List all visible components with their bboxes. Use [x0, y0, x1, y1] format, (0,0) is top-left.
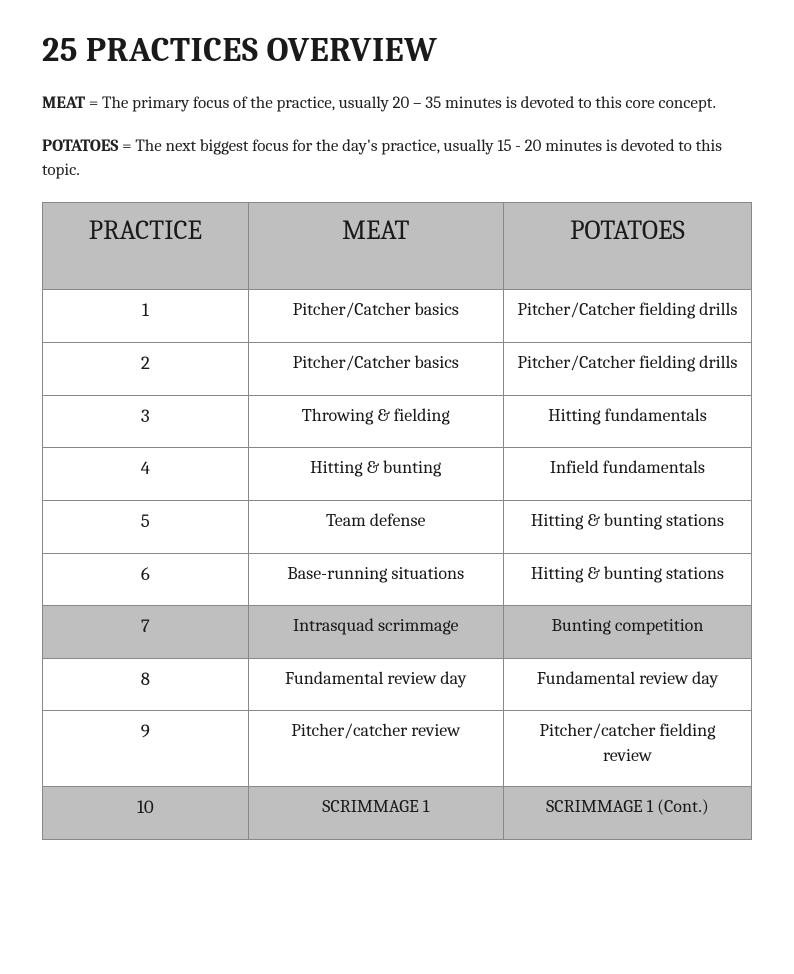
- definition-desc: = The next biggest focus for the day's p…: [42, 137, 722, 181]
- potatoes-cell: SCRIMMAGE 1 (Cont.): [503, 787, 751, 840]
- meat-cell: SCRIMMAGE 1: [248, 787, 503, 840]
- practice-number: 3: [43, 395, 249, 448]
- potatoes-cell: Pitcher/catcher fielding review: [503, 711, 751, 787]
- table-row: 1Pitcher/Catcher basicsPitcher/Catcher f…: [43, 290, 752, 343]
- practice-number: 5: [43, 500, 249, 553]
- definition-meat: MEAT = The primary focus of the practice…: [42, 92, 752, 117]
- table-row: 5Team defenseHitting & bunting stations: [43, 500, 752, 553]
- meat-cell: Throwing & fielding: [248, 395, 503, 448]
- meat-cell: Fundamental review day: [248, 658, 503, 711]
- practice-number: 8: [43, 658, 249, 711]
- definition-term: MEAT: [42, 94, 85, 113]
- col-header-meat: MEAT: [248, 202, 503, 289]
- definition-potatoes: POTATOES = The next biggest focus for th…: [42, 135, 752, 184]
- meat-cell: Team defense: [248, 500, 503, 553]
- practice-number: 9: [43, 711, 249, 787]
- table-row: 2Pitcher/Catcher basicsPitcher/Catcher f…: [43, 343, 752, 396]
- potatoes-cell: Bunting competition: [503, 606, 751, 659]
- definition-term: POTATOES: [42, 137, 118, 156]
- potatoes-cell: Infield fundamentals: [503, 448, 751, 501]
- practice-number: 7: [43, 606, 249, 659]
- definition-desc: = The primary focus of the practice, usu…: [85, 94, 716, 113]
- practice-number: 1: [43, 290, 249, 343]
- col-header-practice: PRACTICE: [43, 202, 249, 289]
- table-row: 9Pitcher/catcher reviewPitcher/catcher f…: [43, 711, 752, 787]
- table-row: 3Throwing & fieldingHitting fundamentals: [43, 395, 752, 448]
- potatoes-cell: Fundamental review day: [503, 658, 751, 711]
- potatoes-cell: Hitting fundamentals: [503, 395, 751, 448]
- practices-table: PRACTICE MEAT POTATOES 1Pitcher/Catcher …: [42, 202, 752, 840]
- meat-cell: Pitcher/Catcher basics: [248, 290, 503, 343]
- meat-cell: Pitcher/catcher review: [248, 711, 503, 787]
- table-row: 8Fundamental review dayFundamental revie…: [43, 658, 752, 711]
- table-row: 10SCRIMMAGE 1SCRIMMAGE 1 (Cont.): [43, 787, 752, 840]
- table-row: 6Base-running situationsHitting & buntin…: [43, 553, 752, 606]
- table-header-row: PRACTICE MEAT POTATOES: [43, 202, 752, 289]
- practice-number: 6: [43, 553, 249, 606]
- table-row: 4Hitting & buntingInfield fundamentals: [43, 448, 752, 501]
- page-title: 25 PRACTICES OVERVIEW: [42, 30, 752, 70]
- meat-cell: Intrasquad scrimmage: [248, 606, 503, 659]
- meat-cell: Base-running situations: [248, 553, 503, 606]
- practice-number: 2: [43, 343, 249, 396]
- meat-cell: Pitcher/Catcher basics: [248, 343, 503, 396]
- potatoes-cell: Hitting & bunting stations: [503, 553, 751, 606]
- potatoes-cell: Hitting & bunting stations: [503, 500, 751, 553]
- practice-number: 10: [43, 787, 249, 840]
- meat-cell: Hitting & bunting: [248, 448, 503, 501]
- table-row: 7Intrasquad scrimmageBunting competition: [43, 606, 752, 659]
- potatoes-cell: Pitcher/Catcher fielding drills: [503, 290, 751, 343]
- practice-number: 4: [43, 448, 249, 501]
- potatoes-cell: Pitcher/Catcher fielding drills: [503, 343, 751, 396]
- table-body: 1Pitcher/Catcher basicsPitcher/Catcher f…: [43, 290, 752, 839]
- col-header-potatoes: POTATOES: [503, 202, 751, 289]
